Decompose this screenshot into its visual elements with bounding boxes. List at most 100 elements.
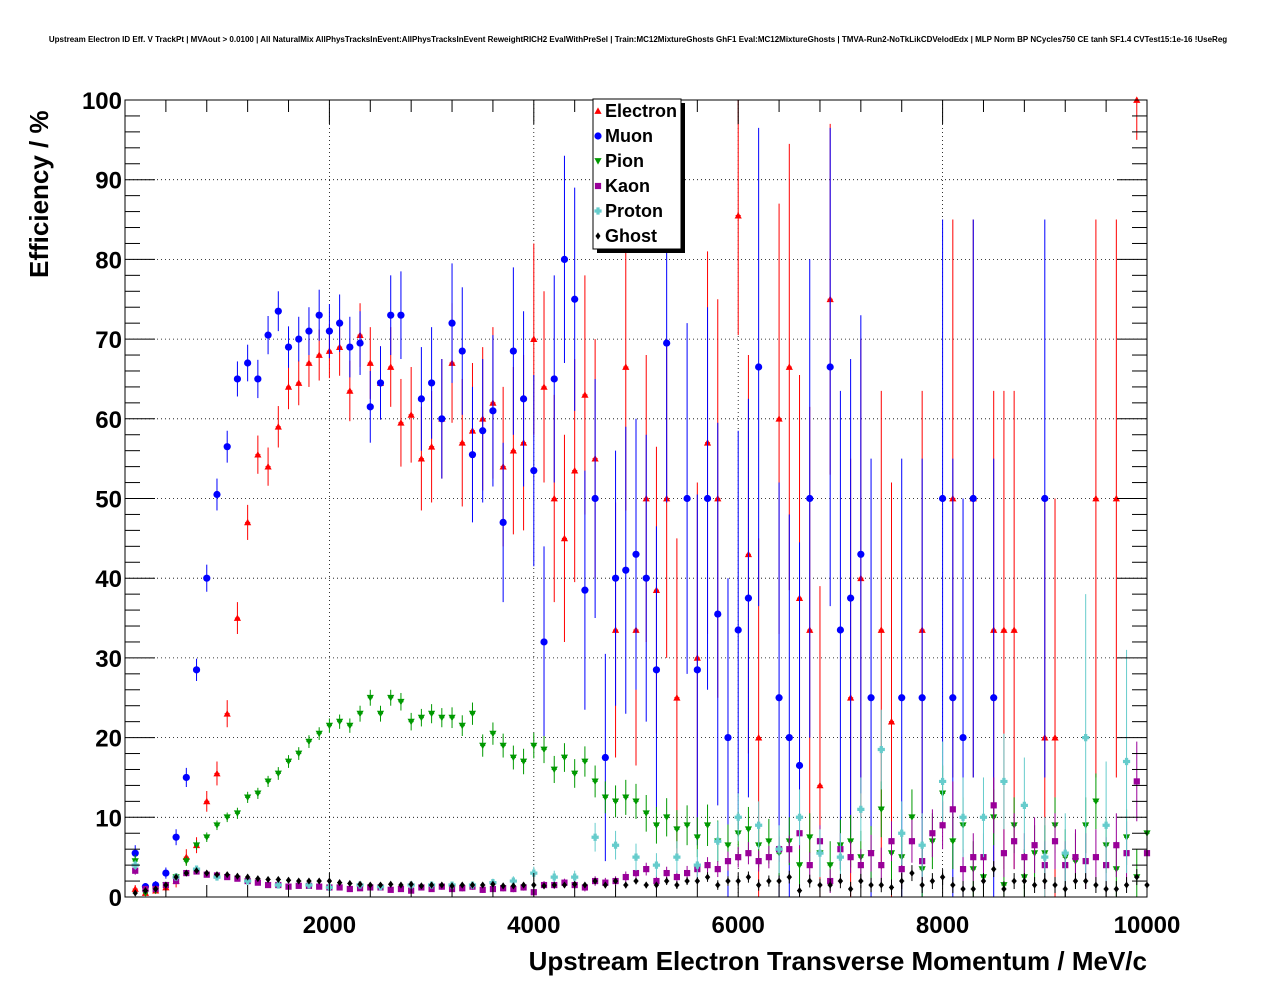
marker-cross	[652, 861, 661, 869]
marker-circle	[949, 694, 957, 702]
marker-diamond	[674, 881, 680, 889]
data-point	[245, 873, 251, 881]
marker-triangle-up	[550, 494, 558, 502]
marker-circle	[591, 494, 599, 503]
legend-label: Ghost	[605, 226, 657, 246]
data-point	[766, 875, 772, 887]
marker-cross	[1061, 849, 1069, 857]
data-point	[888, 821, 895, 862]
marker-diamond	[1124, 881, 1130, 889]
marker-triangle-down	[213, 822, 221, 829]
marker-cross	[816, 849, 824, 857]
marker-diamond	[469, 881, 475, 889]
marker-circle	[448, 319, 456, 327]
marker-cross	[611, 841, 620, 849]
data-point	[816, 829, 824, 878]
marker-triangle-down	[877, 806, 885, 813]
marker-triangle-down	[540, 746, 548, 754]
data-point	[1041, 219, 1049, 778]
marker-diamond	[142, 887, 148, 895]
marker-diamond	[541, 882, 547, 890]
data-point	[255, 875, 261, 883]
data-point	[376, 705, 385, 722]
data-point	[153, 885, 159, 893]
data-point	[336, 294, 344, 352]
marker-square	[684, 869, 691, 877]
data-point	[1133, 96, 1141, 140]
marker-triangle-up	[223, 710, 231, 717]
data-point	[315, 289, 323, 341]
marker-triangle-up	[581, 391, 589, 398]
marker-circle	[918, 694, 926, 702]
marker-diamond	[766, 877, 772, 885]
marker-diamond	[919, 881, 925, 889]
y-tick-label: 40	[95, 566, 122, 593]
marker-diamond	[173, 873, 179, 881]
marker-diamond	[521, 881, 527, 889]
data-point	[458, 287, 466, 415]
marker-diamond	[1021, 877, 1027, 885]
marker-triangle-down	[949, 838, 957, 845]
data-point	[182, 856, 190, 866]
data-point	[674, 881, 680, 890]
data-point	[715, 880, 721, 890]
marker-triangle-down	[571, 770, 579, 778]
marker-square	[346, 885, 353, 893]
legend-entry: Kaon	[594, 176, 650, 196]
data-point	[1011, 873, 1017, 890]
marker-triangle-down	[203, 834, 211, 841]
data-point	[734, 100, 742, 336]
data-point	[417, 347, 425, 451]
marker-cross	[594, 207, 602, 215]
data-point	[1032, 877, 1038, 894]
data-point	[499, 733, 507, 758]
data-point	[315, 727, 323, 740]
data-point	[632, 418, 640, 690]
data-point	[550, 870, 558, 884]
marker-triangle-up	[203, 797, 211, 805]
data-point	[734, 430, 742, 830]
marker-cross	[734, 813, 742, 821]
marker-circle	[509, 347, 517, 355]
marker-circle	[131, 849, 139, 857]
marker-square	[254, 879, 261, 886]
marker-square	[704, 862, 711, 869]
data-point	[796, 884, 803, 897]
marker-triangle-down	[223, 814, 231, 821]
marker-diamond	[960, 885, 966, 893]
marker-triangle-down	[591, 778, 599, 786]
data-point	[703, 804, 712, 846]
marker-triangle-up	[530, 335, 538, 342]
data-point	[203, 832, 211, 843]
marker-cross	[1102, 821, 1110, 829]
y-tick-label: 0	[109, 885, 122, 912]
marker-square	[336, 884, 343, 891]
marker-triangle-up	[366, 359, 374, 366]
marker-triangle-up	[284, 383, 293, 390]
data-point	[652, 806, 661, 844]
marker-square	[745, 850, 752, 857]
data-point	[848, 881, 854, 897]
data-point	[316, 883, 323, 890]
marker-triangle-down	[826, 862, 834, 869]
data-point	[858, 873, 864, 889]
data-point	[479, 734, 487, 757]
marker-square	[479, 886, 486, 893]
marker-square	[867, 850, 875, 857]
data-point	[346, 885, 353, 893]
data-point	[1020, 757, 1028, 854]
marker-triangle-down	[499, 742, 507, 750]
data-point	[1092, 773, 1100, 830]
marker-triangle-down	[581, 758, 589, 766]
series-ghost	[132, 861, 1150, 897]
marker-square	[622, 873, 629, 881]
data-point	[295, 316, 303, 362]
marker-triangle-up	[509, 447, 517, 454]
legend-label: Muon	[605, 126, 653, 146]
data-point	[305, 307, 313, 356]
x-tick-label: 10000	[1114, 912, 1181, 939]
marker-cross	[509, 877, 517, 885]
marker-diamond	[878, 881, 884, 889]
marker-triangle-down	[428, 710, 436, 718]
data-point	[868, 877, 874, 893]
